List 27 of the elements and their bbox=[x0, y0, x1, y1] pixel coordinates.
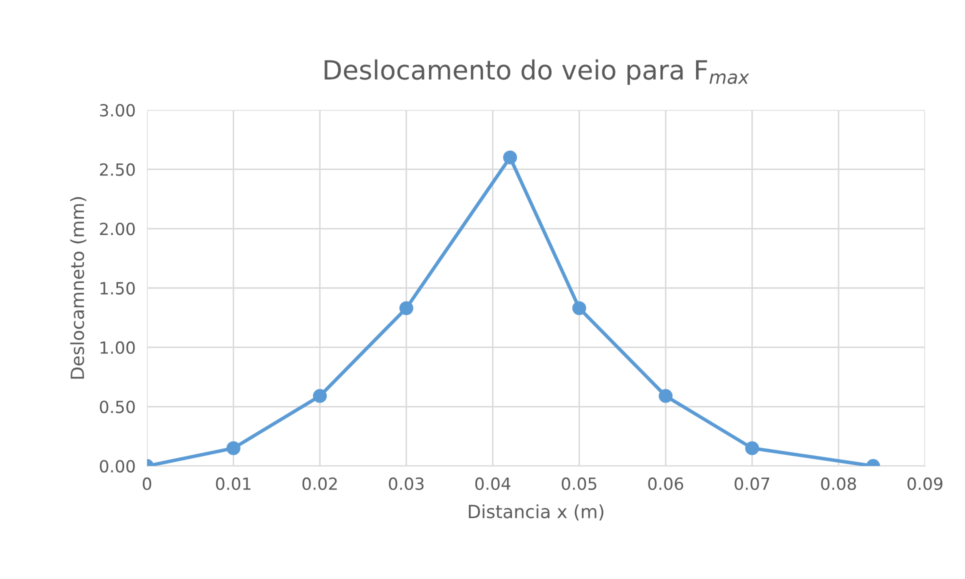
x-tick-label: 0.04 bbox=[475, 477, 510, 490]
point bbox=[745, 441, 760, 456]
y-tick-label: 3.00 bbox=[100, 104, 135, 117]
y-tick-label: 0.00 bbox=[100, 460, 135, 473]
point bbox=[312, 389, 327, 403]
x-tick-label: 0.03 bbox=[388, 477, 424, 490]
x-tick-label: 0.09 bbox=[908, 477, 942, 490]
point bbox=[399, 301, 414, 316]
point bbox=[226, 441, 240, 456]
y-tick-label: 1.00 bbox=[100, 341, 135, 354]
y-tick-label: 1.50 bbox=[100, 282, 135, 295]
x-tick-label: 0.05 bbox=[562, 477, 596, 490]
y-tick-label: 2.50 bbox=[100, 163, 135, 176]
point bbox=[503, 150, 518, 164]
x-tick-label: 0 bbox=[142, 477, 152, 490]
y-tick-label: 2.00 bbox=[100, 222, 135, 236]
x-tick-label: 0.01 bbox=[216, 477, 250, 490]
x-tick-label: 0.07 bbox=[734, 477, 770, 490]
point bbox=[572, 301, 586, 316]
x-tick-label: 0.08 bbox=[821, 477, 856, 490]
y-tick-label: 0.50 bbox=[100, 400, 135, 414]
x-tick-label: 0.06 bbox=[648, 477, 684, 490]
x-tick-label: 0.02 bbox=[302, 477, 337, 490]
chart-title: Deslocamento do veio para F$_{max}$ bbox=[324, 59, 750, 85]
y-axis-title: Deslocamneto (mm) bbox=[70, 197, 86, 379]
point bbox=[658, 389, 673, 403]
x-axis-title: Distancia x (m) bbox=[468, 504, 604, 520]
